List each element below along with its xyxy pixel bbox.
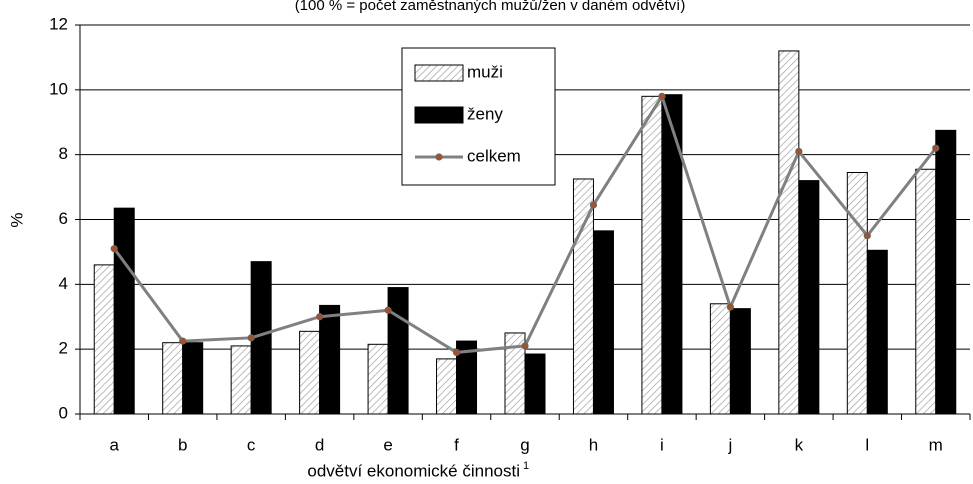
bar xyxy=(915,168,937,415)
line-marker xyxy=(316,313,324,321)
y-tick-label: 6 xyxy=(59,209,68,228)
bar xyxy=(299,330,321,415)
bar xyxy=(935,129,957,415)
x-tick-label: m xyxy=(929,435,943,454)
line-marker xyxy=(863,232,871,240)
bar xyxy=(230,345,252,415)
line-marker xyxy=(452,348,461,357)
y-tick-label: 2 xyxy=(59,339,68,358)
legend-swatch xyxy=(414,106,464,124)
y-tick-label: 8 xyxy=(59,144,68,163)
y-tick-label: 4 xyxy=(59,274,68,293)
x-axis-label-note: 1 xyxy=(523,460,529,472)
legend-swatch xyxy=(414,64,464,82)
line-marker xyxy=(658,92,666,100)
line-marker xyxy=(726,303,734,311)
line-marker xyxy=(589,201,598,209)
line-marker xyxy=(110,245,118,253)
bar xyxy=(162,342,184,415)
bar xyxy=(319,304,341,415)
x-tick-label: k xyxy=(795,435,804,454)
line-marker xyxy=(795,147,803,156)
bar xyxy=(866,249,888,415)
bar xyxy=(93,264,115,415)
line-marker xyxy=(384,306,392,314)
bar xyxy=(592,230,614,415)
legend-label: muži xyxy=(467,62,503,81)
legend-marker xyxy=(435,153,443,161)
legend: muži ženy celkem xyxy=(401,47,556,186)
bar xyxy=(729,308,751,415)
bar xyxy=(661,94,683,415)
y-axis-label: % xyxy=(7,212,26,227)
line-marker xyxy=(521,342,529,350)
y-tick-label: 10 xyxy=(49,79,68,98)
x-tick-label: g xyxy=(520,435,529,454)
line-marker xyxy=(932,144,940,152)
y-tick-label: 12 xyxy=(49,14,68,33)
x-tick-label: l xyxy=(865,435,869,454)
bar xyxy=(113,207,135,415)
line-marker xyxy=(179,337,187,345)
x-tick-label: f xyxy=(454,435,459,454)
x-tick-label: c xyxy=(247,435,256,454)
x-tick-label: j xyxy=(727,435,732,454)
bar xyxy=(846,171,868,415)
legend-label: celkem xyxy=(467,146,521,165)
x-axis-label: odvětví ekonomické činnosti xyxy=(307,461,520,480)
legend-label: ženy xyxy=(467,104,503,123)
line-marker xyxy=(247,334,255,342)
bar xyxy=(641,95,663,415)
bar xyxy=(709,303,731,415)
bar xyxy=(798,180,820,415)
bar xyxy=(367,343,389,415)
x-tick-label: i xyxy=(660,435,664,454)
x-tick-label: d xyxy=(315,435,324,454)
y-tick-label: 0 xyxy=(59,403,68,422)
x-tick-label: a xyxy=(109,435,119,454)
bar xyxy=(778,50,800,415)
x-tick-label: e xyxy=(383,435,392,454)
bar xyxy=(436,358,458,415)
x-tick-label: b xyxy=(178,435,187,454)
bar xyxy=(524,353,546,415)
bar xyxy=(387,287,409,415)
bar xyxy=(182,342,204,415)
chart-subtitle: (100 % = počet zaměstnaných mužů/žen v d… xyxy=(295,0,686,14)
x-tick-label: h xyxy=(589,435,598,454)
